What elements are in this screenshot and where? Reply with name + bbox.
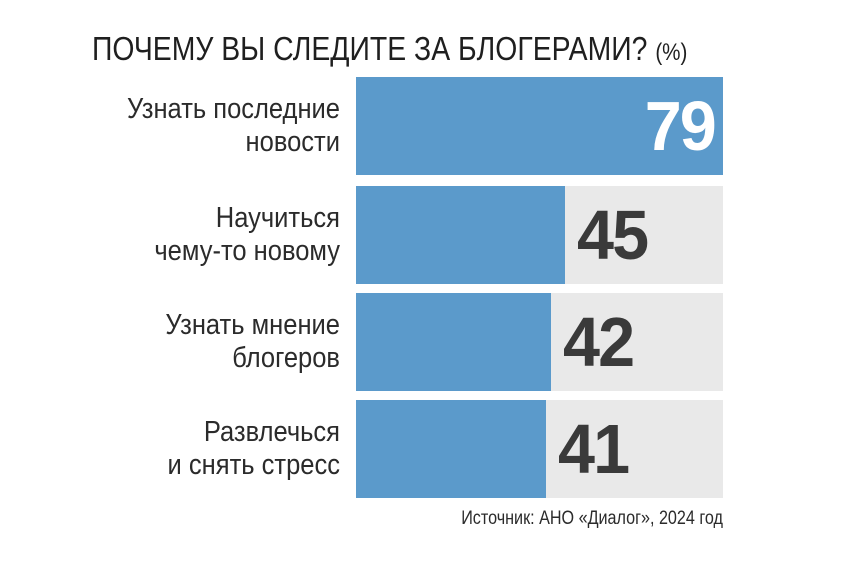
value-label: 45 — [577, 196, 649, 274]
category-label-line: и снять стресс — [167, 449, 340, 481]
category-label-line: Узнать последние — [126, 93, 340, 125]
value-label: 42 — [563, 303, 635, 381]
category-label-line: блогеров — [232, 342, 340, 374]
category-label: Научиться чему-то новому — [76, 202, 340, 268]
category-label-line: Узнать мнение — [165, 309, 340, 341]
chart-title: ПОЧЕМУ ВЫ СЛЕДИТЕ ЗА БЛОГЕРАМИ? (%) — [92, 30, 688, 67]
bar-track: 42 — [356, 293, 723, 391]
category-label-line: чему-то новому — [154, 235, 340, 267]
bar — [356, 400, 547, 498]
bar — [356, 293, 552, 391]
bar — [356, 186, 566, 284]
bar-track: 45 — [356, 186, 723, 284]
value-label: 41 — [558, 410, 630, 488]
bar — [356, 77, 723, 175]
value-label: 79 — [644, 87, 717, 165]
category-label: Узнать мнение блогеров — [76, 309, 340, 375]
category-label: Узнать последние новости — [76, 93, 340, 159]
unit-label: (%) — [655, 39, 688, 66]
bar-track: 41 — [356, 400, 723, 498]
category-label-line: новости — [245, 126, 340, 158]
category-label-line: Развлечься — [203, 416, 340, 448]
source-note: Источник: АНО «Диалог», 2024 год — [461, 508, 723, 529]
category-label: Развлечься и снять стресс — [76, 416, 340, 482]
bar-track: 79 — [356, 77, 723, 175]
category-label-line: Научиться — [215, 202, 340, 234]
